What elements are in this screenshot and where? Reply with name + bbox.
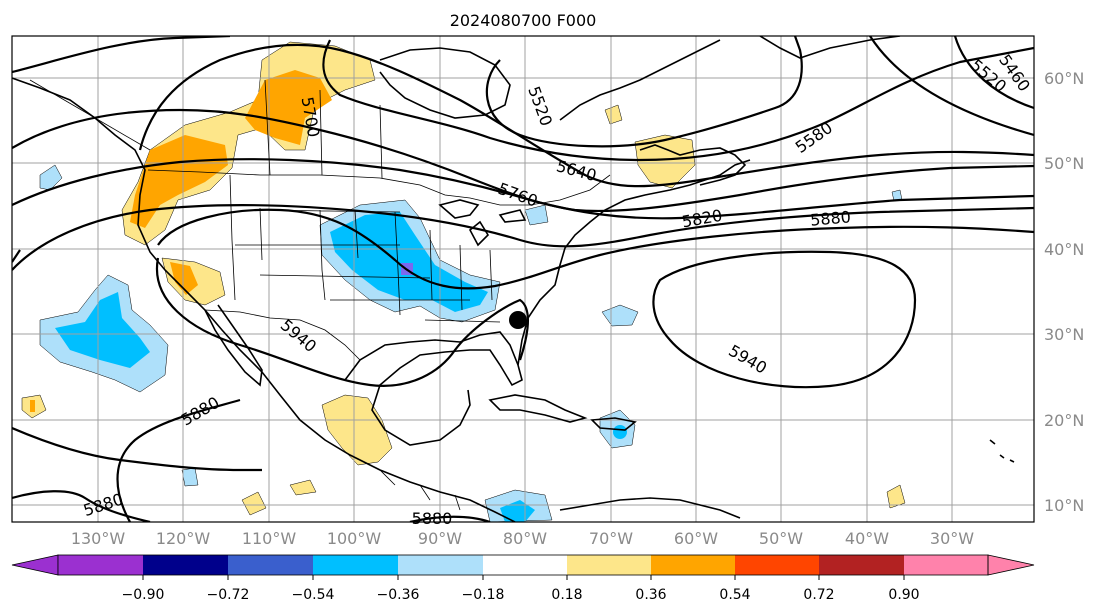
colorbar-tick-label: 0.36: [635, 587, 666, 603]
lon-tick: 130°W: [71, 529, 126, 548]
cuba: [488, 394, 588, 423]
lat-tick: 10°N: [1044, 496, 1084, 515]
positive-anomaly-core-orange: [130, 70, 332, 228]
contour-5820-west-edge: [12, 249, 21, 263]
lat-tick: 40°N: [1044, 240, 1084, 259]
contour-5520-loop: [485, 36, 803, 148]
contour-5520-arc: [869, 36, 1034, 137]
contour-label: 5880: [412, 509, 453, 528]
colorbar-bin: [398, 555, 483, 575]
lon-tick: 110°W: [242, 529, 297, 548]
great-lakes: [438, 199, 527, 247]
colorbar-tick-label: 0.90: [888, 587, 919, 603]
lat-tick: 30°N: [1044, 325, 1084, 344]
canada-province-borders: [29, 79, 383, 179]
contour-5700: [12, 108, 1034, 213]
west-coast-north-america: [12, 77, 516, 522]
lat-tick: 20°N: [1044, 411, 1084, 430]
colorbar-tick-label: −0.18: [462, 587, 505, 603]
contour-5460-arc: [953, 36, 1034, 110]
us-canada-border: [147, 169, 611, 206]
colorbar-bin: [58, 555, 143, 575]
negative-anomaly-caribbean-core: [613, 425, 627, 439]
lon-tick: 80°W: [503, 529, 547, 548]
colorbar-bin: [228, 555, 313, 575]
lon-tick: 90°W: [418, 529, 462, 548]
colorbar-bin: [567, 555, 651, 575]
colorbar-bin: [651, 555, 735, 575]
negative-anomaly-small-1: [39, 164, 63, 191]
negative-anomaly-small-4: [524, 204, 549, 226]
lon-tick: 120°W: [156, 529, 211, 548]
height-contours: [12, 36, 1034, 522]
lat-tick: 50°N: [1044, 154, 1084, 173]
latitude-labels: 60°N 50°N 40°N 30°N 20°N 10°N: [1044, 69, 1084, 515]
colorbar-tick-label: 0.72: [803, 587, 834, 603]
colorbar-bin: [819, 555, 904, 575]
state-borders: [229, 174, 501, 323]
central-america-borders: [379, 469, 461, 511]
colorbar-max-extend: [987, 554, 1035, 576]
gulf-of-mexico-coast: [344, 331, 523, 446]
negative-anomaly-small-2: [181, 467, 199, 487]
us-mexico-border: [204, 309, 361, 361]
colorbar-ticks: [142, 575, 905, 580]
labrador-coast: [559, 39, 747, 186]
lat-tick: 60°N: [1044, 69, 1084, 88]
colorbar-bin: [735, 555, 819, 575]
colorbar-tick-label: −0.36: [377, 587, 420, 603]
colorbar-tick-label: −0.54: [292, 587, 335, 603]
map-panel: 5880 5940 5880 5760 5640 5520 5700 5820 …: [11, 35, 1035, 528]
south-america-coast: [559, 497, 741, 519]
contour-5940-atlantic-high: [652, 250, 917, 389]
positive-anomaly-california-core: [170, 262, 198, 295]
map-title: 2024080700 F000: [450, 11, 597, 30]
hispaniola: [590, 417, 637, 431]
positive-anomaly-small-3: [241, 491, 267, 516]
contour-5940-west: [155, 257, 529, 387]
colorbar-bin: [313, 555, 398, 575]
positive-anomaly-small-4: [886, 484, 906, 509]
positive-anomaly-newfoundland: [634, 134, 696, 189]
contour-5880-south: [12, 490, 491, 522]
colorbar-min-extend: [11, 554, 59, 576]
contour-5760: [12, 158, 1034, 220]
political-borders: [29, 79, 611, 511]
contour-5880-pacific: [12, 398, 262, 522]
contour-5580: [12, 36, 1034, 162]
colorbar-bin: [483, 555, 567, 575]
contour-5820: [12, 204, 1034, 271]
positive-anomaly-small-2: [289, 479, 317, 496]
greenland-coast: [759, 36, 901, 59]
positive-anomaly-small-1-core: [30, 400, 35, 412]
lon-tick: 50°W: [759, 529, 803, 548]
colorbar-tick-label: −0.90: [122, 587, 165, 603]
contour-5640: [138, 43, 1034, 188]
longitude-labels: 130°W 120°W 110°W 100°W 90°W 80°W 70°W 6…: [71, 529, 974, 548]
hudson-bay: [379, 47, 511, 119]
negative-anomaly-east-pacific-core: [55, 292, 150, 368]
colorbar: −0.90 −0.72 −0.54 −0.36 −0.18 0.18 0.36 …: [11, 554, 1035, 603]
map-frame: [11, 35, 1035, 523]
pacific-islands-hawaii: [989, 439, 1015, 463]
lon-tick: 60°W: [674, 529, 718, 548]
colorbar-frame: [57, 554, 989, 576]
lon-tick: 40°W: [845, 529, 889, 548]
contour-label: 5880: [809, 207, 851, 229]
lon-tick: 100°W: [327, 529, 382, 548]
colorbar-bin: [904, 555, 988, 575]
colorbar-tick-label: −0.72: [207, 587, 250, 603]
lon-tick: 70°W: [589, 529, 633, 548]
tropical-cyclone-marker: [509, 311, 527, 329]
positive-anomaly-small-5: [604, 104, 623, 125]
colorbar-bin: [143, 555, 228, 575]
contour-5880: [157, 208, 1034, 290]
colorbar-tick-label: 0.54: [719, 587, 750, 603]
lon-tick: 30°W: [930, 529, 974, 548]
colorbar-tick-label: 0.18: [551, 587, 582, 603]
